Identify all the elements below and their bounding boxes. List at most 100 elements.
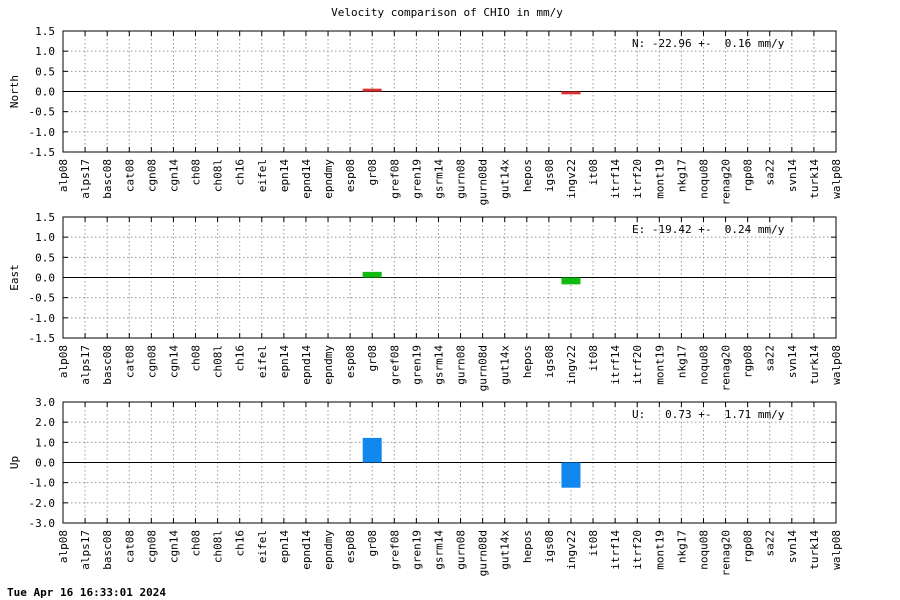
x-tick-label: gr08 xyxy=(366,159,379,186)
y-tick-label: -2.0 xyxy=(29,497,56,510)
x-tick-label: esp08 xyxy=(344,159,357,192)
x-tick-label: gren19 xyxy=(410,345,423,385)
x-tick-label: igs08 xyxy=(543,530,556,563)
x-tick-label: turk14 xyxy=(808,345,821,385)
panels-group: alp08 alps17 basc08 cat08 cgn08 cgn14 ch08 ch08… xyxy=(8,25,843,576)
bar-ingv22 xyxy=(561,277,581,285)
y-axis-label: East xyxy=(8,264,21,291)
x-tick-label: cgn14 xyxy=(167,159,180,192)
x-tick-label: walp08 xyxy=(830,159,843,199)
x-tick-label: nkg17 xyxy=(675,345,688,378)
x-tick-label: gut14x xyxy=(499,530,512,570)
y-axis-label: Up xyxy=(8,456,21,469)
x-tick-label: gurn08d xyxy=(477,345,490,391)
x-tick-label: hepos xyxy=(521,530,534,563)
x-tick-label: mont19 xyxy=(653,345,666,385)
x-tick-label: noqu08 xyxy=(697,345,710,385)
x-tick-label: mont19 xyxy=(653,159,666,199)
x-tick-label: alps17 xyxy=(79,159,92,199)
x-tick-label: ch08 xyxy=(190,530,203,557)
x-tick-label: esp08 xyxy=(344,530,357,563)
x-tick-label: turk14 xyxy=(808,530,821,570)
x-tick-label: noqu08 xyxy=(697,530,710,570)
x-tick-label: ch08 xyxy=(190,345,203,372)
x-tick-label: sa22 xyxy=(764,345,777,372)
x-tick-label: rgp08 xyxy=(742,159,755,192)
y-tick-label: 0.5 xyxy=(35,251,55,264)
x-tick-label: hepos xyxy=(521,345,534,378)
x-tick-label: renag20 xyxy=(720,345,733,391)
x-tick-label: walp08 xyxy=(830,530,843,570)
y-tick-label: -3.0 xyxy=(29,517,56,530)
bar-gr08 xyxy=(362,271,382,278)
x-tick-label: alp08 xyxy=(57,530,70,563)
x-tick-label: gsrm14 xyxy=(432,159,445,199)
x-tick-label: alps17 xyxy=(79,345,92,385)
x-tick-label: itrf14 xyxy=(609,159,622,199)
x-tick-label: itrf14 xyxy=(609,530,622,570)
x-tick-label: gref08 xyxy=(388,159,401,199)
y-tick-label: 1.5 xyxy=(35,211,55,224)
x-tick-label: gren19 xyxy=(410,530,423,570)
x-tick-label: noqu08 xyxy=(697,159,710,199)
x-tick-label: epnd14 xyxy=(300,345,313,385)
x-tick-label: epnd14 xyxy=(300,530,313,570)
y-tick-label: -1.5 xyxy=(29,146,56,159)
x-tick-label: gurn08 xyxy=(455,159,468,199)
x-tick-label: itrf20 xyxy=(631,345,644,385)
x-tick-label: basc08 xyxy=(101,159,114,199)
x-tick-label: walp08 xyxy=(830,345,843,385)
y-tick-label: -0.5 xyxy=(29,106,56,119)
y-tick-label: 1.0 xyxy=(35,45,55,58)
x-tick-label: gr08 xyxy=(366,530,379,557)
x-tick-label: itrf14 xyxy=(609,345,622,385)
x-tick-label: basc08 xyxy=(101,530,114,570)
x-tick-label: gut14x xyxy=(499,159,512,199)
x-tick-label: ch08l xyxy=(212,345,225,378)
x-tick-label: gurn08 xyxy=(455,530,468,570)
x-tick-label: epndmy xyxy=(322,159,335,199)
x-tick-label: epn14 xyxy=(278,159,291,192)
stat-annotation: U: 0.73 +- 1.71 mm/y xyxy=(632,408,785,421)
x-tick-label: gsrm14 xyxy=(432,345,445,385)
x-tick-label: ingv22 xyxy=(565,530,578,570)
y-tick-label: 3.0 xyxy=(35,396,55,409)
y-tick-label: 0.0 xyxy=(35,272,55,285)
x-tick-label: hepos xyxy=(521,159,534,192)
x-tick-label: sa22 xyxy=(764,530,777,557)
y-tick-label: 1.0 xyxy=(35,436,55,449)
x-tick-label: ch16 xyxy=(234,159,247,186)
chart-title: Velocity comparison of CHIO in mm/y xyxy=(331,6,563,19)
x-tick-label: gren19 xyxy=(410,159,423,199)
x-tick-label: rgp08 xyxy=(742,345,755,378)
y-tick-label: 1.0 xyxy=(35,231,55,244)
y-tick-label: 0.5 xyxy=(35,65,55,78)
y-tick-label: -1.5 xyxy=(29,332,56,345)
x-tick-label: alp08 xyxy=(57,345,70,378)
x-tick-label: svn14 xyxy=(786,159,799,192)
x-tick-label: cgn08 xyxy=(145,159,158,192)
x-tick-label: sa22 xyxy=(764,159,777,186)
x-tick-label: itrf20 xyxy=(631,159,644,199)
x-tick-label: alp08 xyxy=(57,159,70,192)
x-tick-label: epn14 xyxy=(278,530,291,563)
bar-ingv22 xyxy=(561,91,581,95)
panel-east: alp08 alps17 basc08 cat08 cgn08 cgn14 ch08 ch08… xyxy=(8,211,843,391)
x-tick-label: cat08 xyxy=(123,530,136,563)
x-tick-label: eifel xyxy=(256,345,269,378)
x-tick-label: ch16 xyxy=(234,345,247,372)
x-tick-label: gr08 xyxy=(366,345,379,372)
x-tick-label: cat08 xyxy=(123,345,136,378)
x-tick-label: alps17 xyxy=(79,530,92,570)
x-tick-label: gref08 xyxy=(388,345,401,385)
x-tick-label: ch08l xyxy=(212,159,225,192)
x-tick-label: cgn14 xyxy=(167,530,180,563)
x-tick-label: itrf20 xyxy=(631,530,644,570)
x-tick-label: nkg17 xyxy=(675,159,688,192)
x-tick-label: cat08 xyxy=(123,159,136,192)
y-tick-label: -1.0 xyxy=(29,477,56,490)
x-tick-label: cgn08 xyxy=(145,345,158,378)
x-tick-label: renag20 xyxy=(720,159,733,205)
x-tick-label: ch08l xyxy=(212,530,225,563)
